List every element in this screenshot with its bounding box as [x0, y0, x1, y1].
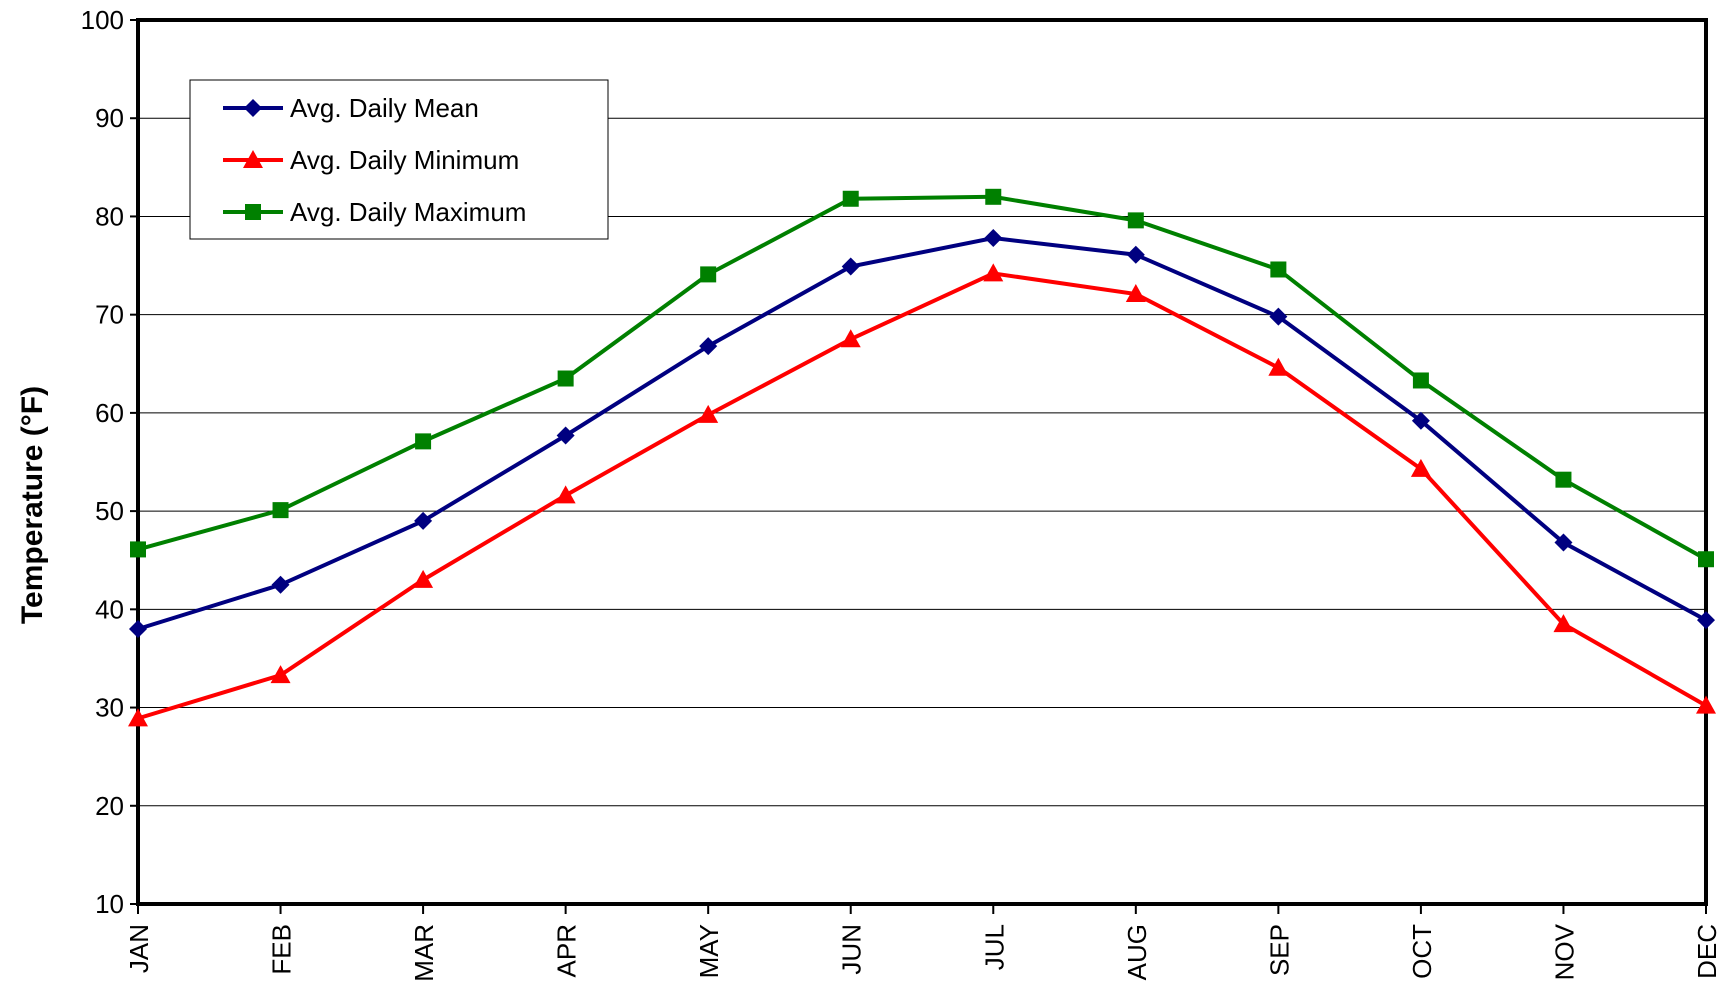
- y-tick-label: 70: [95, 300, 124, 330]
- point-avg-daily-mean-may: [699, 337, 718, 356]
- point-avg-daily-maximum-aug: [1127, 212, 1144, 229]
- x-tick-label: JUN: [837, 924, 867, 975]
- point-avg-daily-maximum-may: [700, 266, 717, 283]
- point-avg-daily-mean-apr: [556, 426, 575, 445]
- point-avg-daily-minimum-sep: [1268, 357, 1289, 376]
- point-avg-daily-mean-nov: [1554, 533, 1573, 552]
- point-avg-daily-mean-feb: [271, 575, 290, 594]
- x-tick-label: JAN: [124, 924, 154, 973]
- point-avg-daily-minimum-feb: [270, 665, 291, 684]
- point-avg-daily-mean-jun: [841, 257, 860, 276]
- point-avg-daily-maximum-feb: [272, 502, 289, 519]
- legend-label-avg-daily-mean: Avg. Daily Mean: [290, 93, 479, 123]
- plot-frame: [136, 18, 1708, 906]
- line-avg-daily-maximum: [137, 194, 1707, 561]
- legend-label-avg-daily-maximum: Avg. Daily Maximum: [290, 197, 526, 227]
- point-avg-daily-mean-jan: [129, 619, 147, 638]
- x-tick-label: NOV: [1549, 923, 1579, 980]
- y-tick-label: 40: [95, 594, 124, 624]
- point-avg-daily-minimum-may: [698, 404, 719, 423]
- point-avg-daily-minimum-dec: [1696, 695, 1716, 714]
- legend-marker-avg-daily-maximum: [245, 204, 261, 220]
- y-tick-label: 10: [95, 889, 124, 919]
- y-tick-label: 80: [95, 201, 124, 231]
- point-avg-daily-maximum-nov: [1555, 471, 1572, 488]
- line-avg-daily-minimum: [137, 271, 1707, 721]
- y-tick-label: 90: [95, 103, 124, 133]
- point-avg-daily-minimum-apr: [555, 485, 576, 504]
- y-tick-label: 20: [95, 791, 124, 821]
- point-avg-daily-minimum-aug: [1125, 284, 1146, 303]
- series-avg-daily-mean: [129, 229, 1715, 638]
- x-tick-label: APR: [552, 924, 582, 977]
- point-avg-daily-maximum-jul: [985, 188, 1002, 205]
- point-avg-daily-minimum-jun: [840, 329, 861, 348]
- series-lines: [128, 188, 1716, 727]
- point-avg-daily-minimum-jan: [128, 708, 148, 727]
- point-avg-daily-maximum-dec: [1698, 551, 1714, 568]
- point-avg-daily-minimum-oct: [1410, 458, 1431, 477]
- x-tick-label: DEC: [1692, 924, 1722, 979]
- point-avg-daily-maximum-sep: [1270, 261, 1287, 278]
- point-avg-daily-maximum-oct: [1412, 372, 1429, 389]
- point-avg-daily-maximum-jun: [842, 190, 859, 207]
- point-avg-daily-mean-oct: [1411, 411, 1430, 430]
- y-tick-label: 60: [95, 398, 124, 428]
- y-axis-title: Temperature (°F): [16, 386, 49, 624]
- point-avg-daily-mean-jul: [984, 229, 1003, 248]
- point-avg-daily-mean-dec: [1697, 611, 1715, 630]
- series-avg-daily-maximum: [130, 188, 1714, 568]
- line-avg-daily-mean: [137, 236, 1707, 631]
- y-tick-label: 100: [81, 5, 124, 35]
- legend-label-avg-daily-minimum: Avg. Daily Minimum: [290, 145, 519, 175]
- point-avg-daily-mean-mar: [414, 511, 433, 530]
- series-avg-daily-minimum: [128, 263, 1716, 727]
- y-tick-label: 50: [95, 496, 124, 526]
- x-tick-label: SEP: [1264, 924, 1294, 976]
- point-avg-daily-maximum-apr: [557, 370, 574, 387]
- point-avg-daily-maximum-jan: [130, 541, 146, 558]
- legend: Avg. Daily Mean Avg. Daily Minimum Avg. Da…: [189, 79, 609, 240]
- legend-marker-avg-daily-mean: [244, 99, 262, 117]
- x-tick-label: JUL: [979, 924, 1009, 970]
- x-tick-label: MAR: [409, 924, 439, 982]
- point-avg-daily-minimum-nov: [1553, 614, 1574, 633]
- axes: 10 20 30 40 50 60 70 80 90 100 JAN FEB MAR APR MAY JUN J…: [81, 5, 1722, 982]
- x-tick-label: AUG: [1122, 924, 1152, 980]
- point-avg-daily-minimum-jul: [983, 263, 1004, 282]
- x-tick-label: MAY: [694, 924, 724, 978]
- x-tick-label: OCT: [1407, 924, 1437, 979]
- point-avg-daily-mean-sep: [1269, 307, 1288, 326]
- point-avg-daily-mean-aug: [1126, 245, 1145, 264]
- point-avg-daily-maximum-mar: [415, 433, 432, 450]
- point-avg-daily-minimum-mar: [413, 569, 434, 588]
- y-tick-label: 30: [95, 693, 124, 723]
- legend-marker-avg-daily-minimum: [243, 150, 263, 168]
- x-tick-label: FEB: [267, 924, 297, 975]
